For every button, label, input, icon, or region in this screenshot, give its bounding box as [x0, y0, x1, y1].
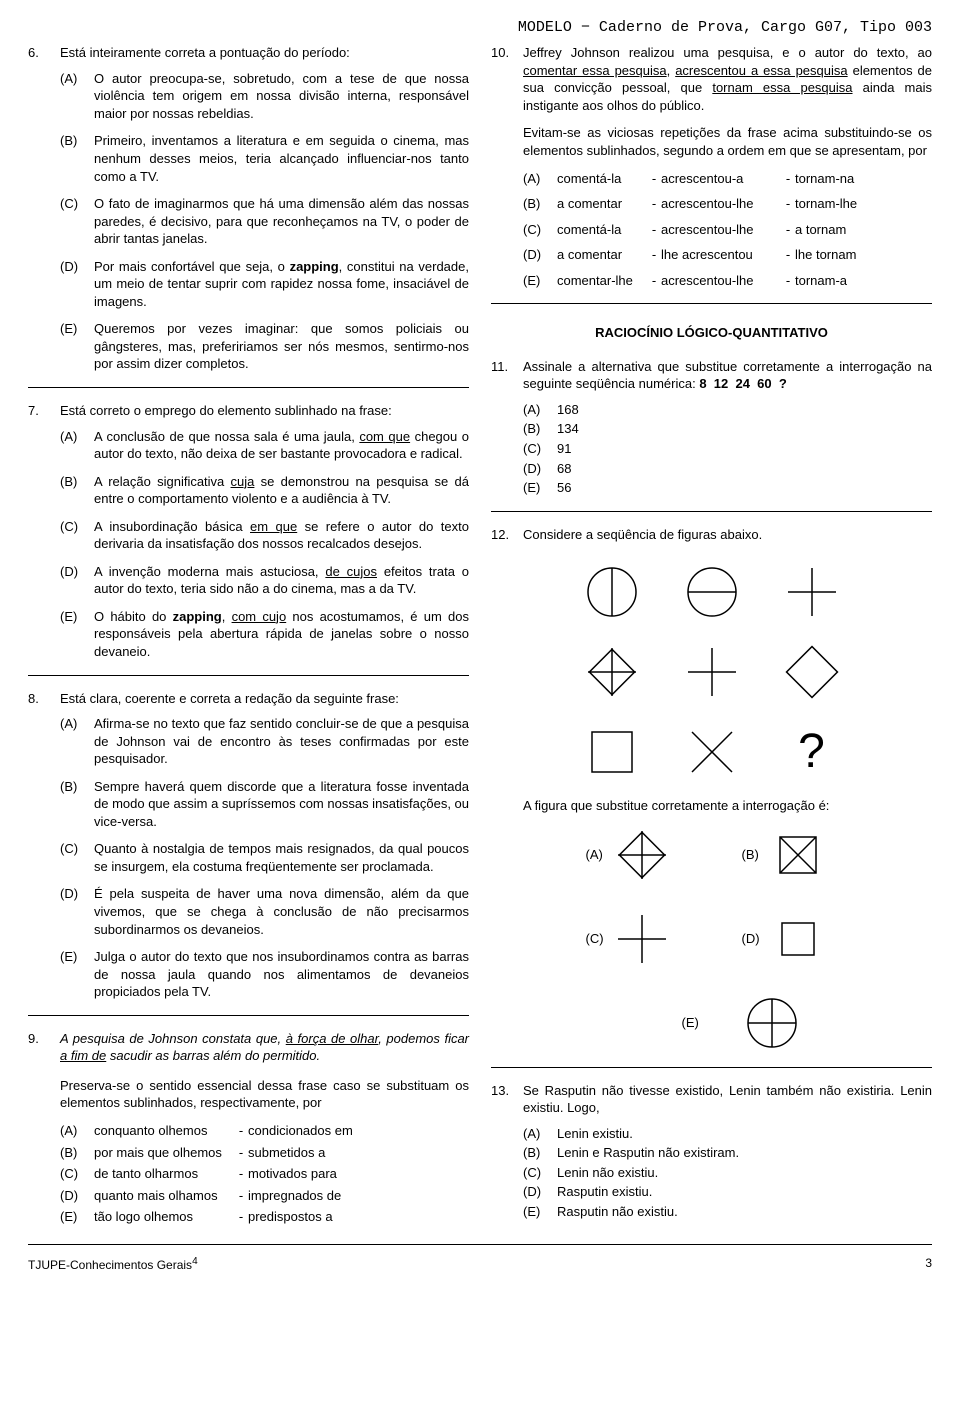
q7-number: 7. — [28, 402, 50, 420]
page-header: MODELO − Caderno de Prova, Cargo G07, Ti… — [28, 18, 932, 38]
q9-opt-c: (C)de tanto olharmos-motivados para — [60, 1165, 469, 1183]
q12-ans-e-fig — [742, 993, 802, 1053]
q7-opt-c: (C)A insubordinação básica em que se ref… — [60, 518, 469, 553]
q11-opt-d: (D)68 — [523, 460, 932, 478]
q10-opt-d: (D)a comentar-lhe acrescentou-lhe tornam — [523, 246, 932, 264]
fig-x — [677, 717, 747, 787]
q9-stem: A pesquisa de Johnson constata que, à fo… — [60, 1030, 469, 1065]
divider — [28, 387, 469, 388]
q6-opt-e: (E)Queremos por vezes imaginar: que somo… — [60, 320, 469, 373]
q10-substem: Evitam-se as viciosas repetições da fras… — [491, 124, 932, 159]
divider — [491, 511, 932, 512]
fig-circle-hline — [677, 557, 747, 627]
q12-stem: Considere a seqüência de figuras abaixo. — [523, 526, 932, 544]
q12-substem: A figura que substitue corretamente a in… — [491, 797, 932, 815]
footer-right-page-number: 3 — [925, 1255, 932, 1273]
divider — [28, 675, 469, 676]
q13-opt-d: (D)Rasputin existiu. — [523, 1183, 932, 1201]
q9-opt-b: (B)por mais que olhemos-submetidos a — [60, 1144, 469, 1162]
q9-number: 9. — [28, 1030, 50, 1065]
q6-stem: Está inteiramente correta a pontuação do… — [60, 44, 469, 62]
footer-left: TJUPE-Conhecimentos Gerais4 — [28, 1255, 198, 1273]
q8-stem: Está clara, coerente e correta a redação… — [60, 690, 469, 708]
q13-opt-b: (B)Lenin e Rasputin não existiram. — [523, 1144, 932, 1162]
q6-opt-a: (A)O autor preocupa-se, sobretudo, com a… — [60, 70, 469, 123]
q10-opt-b: (B)a comentar-acrescentou-lhe-tornam-lhe — [523, 195, 932, 213]
q12-ans-a-fig — [612, 825, 672, 885]
q12-figure-grid: ? — [491, 557, 932, 787]
q7-opt-d: (D)A invenção moderna mais astuciosa, de… — [60, 563, 469, 598]
q12-ans-c-fig — [612, 909, 672, 969]
q12-ans-b-fig — [768, 825, 828, 885]
q12-number: 12. — [491, 526, 513, 544]
q11-opt-c: (C)91 — [523, 440, 932, 458]
q12-ans-d-fig — [768, 909, 828, 969]
q10-opt-c: (C)comentá-la-acrescentou-lhe-a tornam — [523, 221, 932, 239]
two-column-layout: 6. Está inteiramente correta a pontuação… — [28, 44, 932, 1239]
question-11: 11. Assinale a alternativa que substitue… — [491, 358, 932, 497]
fig-question-mark: ? — [777, 717, 847, 787]
q11-number: 11. — [491, 358, 513, 393]
divider — [491, 303, 932, 304]
fig-diamond-plus — [577, 637, 647, 707]
q10-stem: Jeffrey Johnson realizou uma pesquisa, e… — [523, 44, 932, 114]
question-13: 13. Se Rasputin não tivesse existido, Le… — [491, 1082, 932, 1221]
q9-substem: Preserva-se o sentido essencial dessa fr… — [28, 1077, 469, 1112]
q11-stem: Assinale a alternativa que substitue cor… — [523, 358, 932, 393]
q8-number: 8. — [28, 690, 50, 708]
page-footer: TJUPE-Conhecimentos Gerais4 3 — [28, 1255, 932, 1273]
q12-ans-d-label: (D) — [742, 930, 768, 948]
question-6: 6. Está inteiramente correta a pontuação… — [28, 44, 469, 373]
q12-ans-c-label: (C) — [586, 930, 612, 948]
q6-opt-b: (B)Primeiro, inventamos a literatura e e… — [60, 132, 469, 185]
q7-opt-e: (E)O hábito do zapping, com cujo nos aco… — [60, 608, 469, 661]
q7-opt-b: (B)A relação significativa cuja se demon… — [60, 473, 469, 508]
q12-ans-b-label: (B) — [742, 846, 768, 864]
q8-opt-c: (C)Quanto à nostalgia de tempos mais res… — [60, 840, 469, 875]
q13-number: 13. — [491, 1082, 513, 1117]
fig-plus — [777, 557, 847, 627]
q12-answer-grid: (A) (B) (C) (D) (E) — [491, 825, 932, 1053]
question-7: 7. Está correto o emprego do elemento su… — [28, 402, 469, 661]
q6-opt-d: (D)Por mais confortável que seja, o zapp… — [60, 258, 469, 311]
q8-opt-b: (B)Sempre haverá quem discorde que a lit… — [60, 778, 469, 831]
footer-divider — [28, 1244, 932, 1245]
q11-opt-b: (B)134 — [523, 420, 932, 438]
q12-ans-a-label: (A) — [586, 846, 612, 864]
q10-opt-a: (A)comentá-la-acrescentou-a-tornam-na — [523, 170, 932, 188]
q7-opt-a: (A)A conclusão de que nossa sala é uma j… — [60, 428, 469, 463]
divider — [491, 1067, 932, 1068]
q9-opt-d: (D)quanto mais olhamos-impregnados de — [60, 1187, 469, 1205]
q6-opt-c: (C)O fato de imaginarmos que há uma dime… — [60, 195, 469, 248]
divider — [28, 1015, 469, 1016]
fig-square — [577, 717, 647, 787]
left-column: 6. Está inteiramente correta a pontuação… — [28, 44, 469, 1239]
right-column: 10. Jeffrey Johnson realizou uma pesquis… — [491, 44, 932, 1239]
q7-stem: Está correto o emprego do elemento subli… — [60, 402, 469, 420]
q13-stem: Se Rasputin não tivesse existido, Lenin … — [523, 1082, 932, 1117]
question-8: 8. Está clara, coerente e correta a reda… — [28, 690, 469, 1001]
q13-opt-a: (A)Lenin existiu. — [523, 1125, 932, 1143]
q13-opt-c: (C)Lenin não existiu. — [523, 1164, 932, 1182]
fig-diamond — [777, 637, 847, 707]
q8-opt-e: (E)Julga o autor do texto que nos insubo… — [60, 948, 469, 1001]
question-9: 9. A pesquisa de Johnson constata que, à… — [28, 1030, 469, 1226]
section-title: RACIOCÍNIO LÓGICO-QUANTITATIVO — [491, 324, 932, 342]
q8-opt-d: (D)É pela suspeita de haver uma nova dim… — [60, 885, 469, 938]
q10-number: 10. — [491, 44, 513, 114]
question-12: 12. Considere a seqüência de figuras aba… — [491, 526, 932, 1053]
q9-opt-a: (A)conquanto olhemos-condicionados em — [60, 1122, 469, 1140]
fig-plus-2 — [677, 637, 747, 707]
question-10: 10. Jeffrey Johnson realizou uma pesquis… — [491, 44, 932, 289]
q9-opt-e: (E)tão logo olhemos-predispostos a — [60, 1208, 469, 1226]
q11-opt-e: (E)56 — [523, 479, 932, 497]
q10-opt-e: (E)comentar-lhe-acrescentou-lhe-tornam-a — [523, 272, 932, 290]
q11-opt-a: (A)168 — [523, 401, 932, 419]
q12-ans-e-label: (E) — [682, 1014, 742, 1032]
q6-number: 6. — [28, 44, 50, 62]
fig-circle-vline — [577, 557, 647, 627]
q13-opt-e: (E)Rasputin não existiu. — [523, 1203, 932, 1221]
q8-opt-a: (A)Afirma-se no texto que faz sentido co… — [60, 715, 469, 768]
